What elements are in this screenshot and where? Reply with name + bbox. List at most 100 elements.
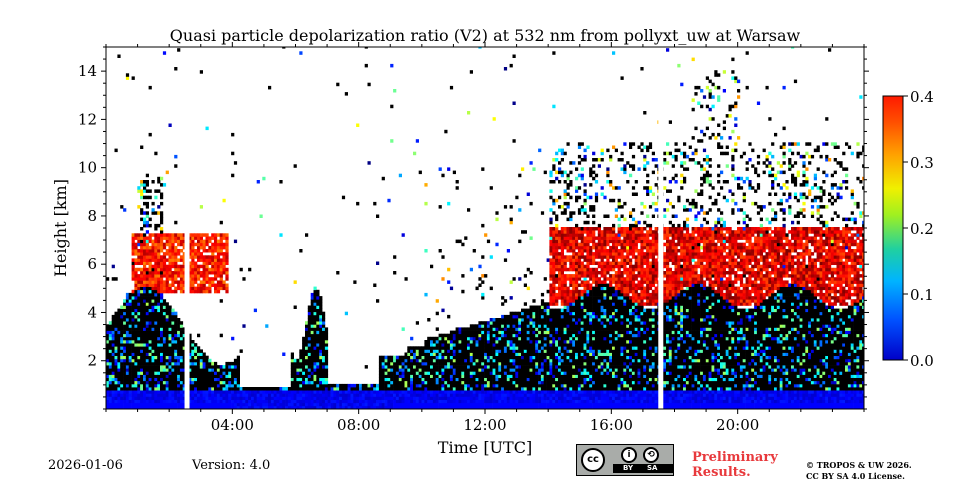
heatmap-cell <box>481 324 485 328</box>
heatmap-cell <box>108 396 112 400</box>
heatmap-cell <box>563 405 567 409</box>
heatmap-cell <box>125 73 130 77</box>
heatmap-cell <box>179 377 184 382</box>
heatmap-cell <box>211 390 215 394</box>
heatmap-cell <box>572 302 576 306</box>
heatmap-cell <box>350 396 354 400</box>
heatmap-cell <box>577 333 582 338</box>
heatmap-cell <box>435 399 439 404</box>
heatmap-cell <box>143 186 147 190</box>
heatmap-cell <box>219 380 223 385</box>
heatmap-cell <box>344 393 348 397</box>
heatmap-cell <box>572 365 576 369</box>
heatmap-cell <box>313 343 317 347</box>
heatmap-cell <box>370 393 374 397</box>
heatmap-cell <box>572 277 576 281</box>
heatmap-cell <box>441 383 445 388</box>
heatmap-cell <box>154 299 158 303</box>
heatmap-cell <box>137 358 141 363</box>
heatmap-cell <box>111 330 115 335</box>
heatmap-cell <box>205 361 209 366</box>
heatmap-cell <box>449 390 454 394</box>
heatmap-cell <box>108 380 112 385</box>
heatmap-cell <box>447 402 451 407</box>
heatmap-cell <box>455 390 459 394</box>
heatmap-cell <box>560 252 564 256</box>
heatmap-cell <box>552 302 556 306</box>
heatmap-cell <box>455 358 459 363</box>
heatmap-cell <box>560 170 564 175</box>
heatmap-cell <box>128 318 132 322</box>
heatmap-cell <box>560 158 564 162</box>
heatmap-cell <box>552 352 556 356</box>
heatmap-cell <box>148 327 152 331</box>
heatmap-cell <box>143 405 147 409</box>
heatmap-cell <box>501 349 505 353</box>
heatmap-cell <box>538 371 542 375</box>
heatmap-cell <box>151 302 155 306</box>
heatmap-cell <box>307 402 311 407</box>
heatmap-cell <box>145 220 149 225</box>
heatmap-cell <box>148 277 152 281</box>
heatmap-cell <box>216 280 221 284</box>
heatmap-cell <box>555 217 559 222</box>
heatmap-cell <box>509 346 513 350</box>
heatmap-cell <box>558 371 562 375</box>
heatmap-cell <box>160 230 164 234</box>
heatmap-cell <box>131 296 135 300</box>
heatmap-cell <box>322 343 326 347</box>
heatmap-cell <box>558 340 562 344</box>
heatmap-cell <box>563 383 567 388</box>
heatmap-cell <box>558 321 562 325</box>
heatmap-cell <box>549 195 553 200</box>
heatmap-cell <box>222 264 226 269</box>
heatmap-cell <box>262 393 266 397</box>
heatmap-cell <box>165 405 169 409</box>
heatmap-cell <box>577 274 582 278</box>
heatmap-cell <box>572 327 576 331</box>
heatmap-cell <box>509 371 513 375</box>
heatmap-cell <box>188 355 192 360</box>
heatmap-cell <box>540 299 545 303</box>
heatmap-cell <box>555 267 559 272</box>
heatmap-cell <box>407 383 411 388</box>
heatmap-cell <box>458 327 462 331</box>
heatmap-cell <box>208 236 212 240</box>
heatmap-cell <box>279 180 283 184</box>
heatmap-cell <box>202 286 206 291</box>
heatmap-cell <box>134 365 138 369</box>
heatmap-cell <box>123 358 127 363</box>
heatmap-cell <box>484 274 488 278</box>
heatmap-cell <box>521 380 525 385</box>
heatmap-cell <box>310 318 314 322</box>
heatmap-cell <box>236 393 240 397</box>
heatmap-cell <box>108 368 112 372</box>
heatmap-cell <box>481 321 485 325</box>
heatmap-cell <box>430 346 434 350</box>
heatmap-cell <box>566 368 570 372</box>
heatmap-cell <box>285 399 289 404</box>
heatmap-cell <box>449 343 454 347</box>
heatmap-cell <box>202 402 206 407</box>
heatmap-cell <box>216 274 221 278</box>
heatmap-cell <box>521 365 525 369</box>
heatmap-cell <box>273 396 277 400</box>
heatmap-cell <box>506 405 510 409</box>
heatmap-cell <box>137 365 141 369</box>
heatmap-cell <box>469 267 473 272</box>
heatmap-cell <box>546 336 550 341</box>
heatmap-cell <box>543 390 547 394</box>
heatmap-cell <box>282 390 286 394</box>
heatmap-cell <box>131 374 135 378</box>
heatmap-cell <box>523 383 527 388</box>
heatmap-cell <box>197 271 201 275</box>
heatmap-cell <box>529 333 533 338</box>
heatmap-cell <box>509 399 513 404</box>
heatmap-cell <box>407 405 411 409</box>
heatmap-cell <box>165 321 169 325</box>
heatmap-cell <box>378 393 383 397</box>
heatmap-cell <box>134 249 138 253</box>
heatmap-cell <box>549 308 553 313</box>
heatmap-cell <box>134 296 138 300</box>
heatmap-cell <box>495 380 499 385</box>
